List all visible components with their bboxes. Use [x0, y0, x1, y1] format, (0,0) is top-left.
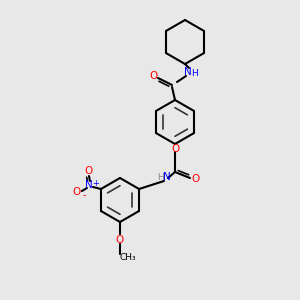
Text: O: O [85, 166, 93, 176]
Text: O: O [73, 187, 81, 197]
Text: H: H [192, 68, 198, 77]
Text: O: O [149, 71, 157, 81]
Text: O: O [171, 144, 179, 154]
Text: N: N [184, 67, 192, 77]
Text: -: - [82, 190, 86, 200]
Text: N: N [163, 172, 171, 182]
Text: +: + [92, 178, 99, 188]
Text: O: O [192, 174, 200, 184]
Text: N: N [85, 180, 93, 190]
Text: H: H [158, 172, 164, 182]
Text: CH₃: CH₃ [120, 253, 136, 262]
Text: O: O [116, 235, 124, 245]
